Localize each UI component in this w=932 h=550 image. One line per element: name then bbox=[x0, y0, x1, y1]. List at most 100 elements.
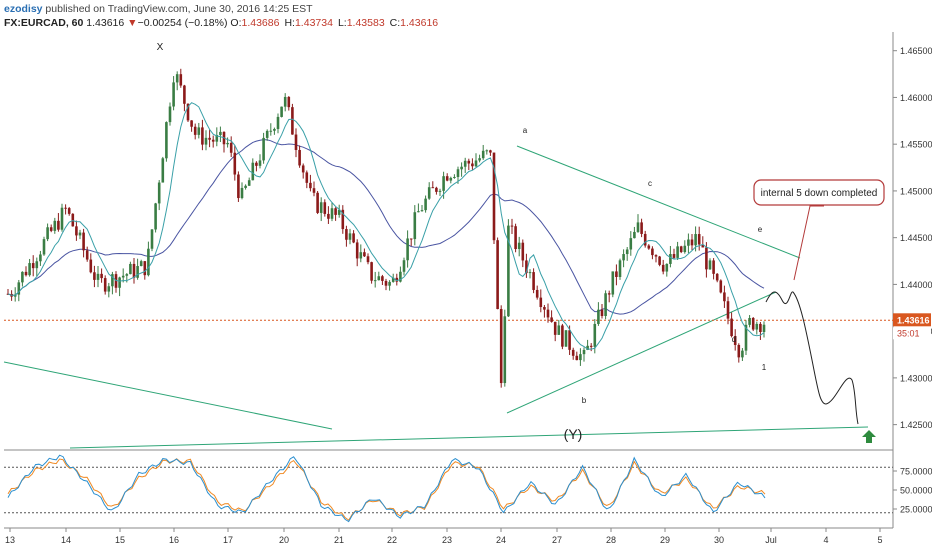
candle-body bbox=[208, 137, 211, 140]
candle bbox=[514, 223, 517, 253]
candle bbox=[499, 305, 503, 388]
candle bbox=[305, 170, 309, 189]
candle bbox=[647, 244, 651, 250]
candle bbox=[424, 195, 427, 213]
candle bbox=[654, 254, 658, 263]
time-tick-label: 4 bbox=[823, 535, 828, 545]
candle-body bbox=[676, 246, 679, 258]
candle bbox=[53, 217, 57, 234]
candle bbox=[24, 266, 28, 277]
candle bbox=[521, 239, 525, 268]
author-link[interactable]: ezodisy bbox=[4, 3, 43, 15]
wave-label: c bbox=[648, 179, 652, 188]
candle-body bbox=[190, 120, 193, 127]
candle-body bbox=[345, 229, 348, 240]
candle bbox=[384, 278, 388, 291]
candle bbox=[352, 230, 355, 244]
candle bbox=[575, 351, 579, 361]
time-tick-label: 24 bbox=[496, 535, 506, 545]
candle bbox=[676, 241, 679, 260]
candle bbox=[607, 290, 611, 303]
candle-body bbox=[237, 174, 240, 199]
candle-body bbox=[255, 162, 258, 166]
candle bbox=[211, 135, 215, 148]
candle bbox=[366, 253, 370, 265]
candle-body bbox=[521, 242, 525, 261]
candle bbox=[190, 120, 193, 132]
candle-body bbox=[283, 96, 287, 107]
candle bbox=[525, 253, 528, 278]
time-tick-label: 22 bbox=[387, 535, 397, 545]
candle-body bbox=[431, 187, 435, 189]
callout-pointer bbox=[793, 205, 824, 281]
stochastic-k-line bbox=[7, 454, 766, 523]
candle-body bbox=[651, 248, 654, 256]
candle bbox=[633, 226, 636, 239]
candle-body bbox=[730, 318, 733, 337]
candle-body bbox=[273, 128, 276, 131]
symbol-name[interactable]: FX:EURCAD, 60 bbox=[4, 17, 84, 29]
candle bbox=[85, 246, 89, 262]
price-tick-label: 1.44500 bbox=[900, 233, 932, 243]
candle-body bbox=[629, 238, 633, 250]
candle-body bbox=[625, 249, 629, 255]
stoch-tick-label: 50.0000 bbox=[900, 486, 932, 496]
wave-label: b bbox=[582, 396, 587, 405]
candle-body bbox=[636, 222, 640, 232]
candle-body bbox=[78, 232, 82, 236]
candle-body bbox=[427, 187, 431, 199]
candle bbox=[582, 347, 586, 362]
candle bbox=[532, 268, 535, 294]
candle bbox=[132, 257, 136, 284]
candle bbox=[507, 219, 510, 317]
candle bbox=[586, 339, 589, 351]
candle-body bbox=[82, 232, 85, 251]
candle-body bbox=[348, 233, 352, 240]
candle-body bbox=[327, 213, 330, 219]
candle bbox=[597, 302, 600, 326]
candle bbox=[741, 348, 744, 361]
candle bbox=[478, 154, 481, 163]
candle-body bbox=[316, 192, 319, 213]
candle bbox=[150, 229, 154, 252]
candle bbox=[629, 231, 633, 256]
candle bbox=[237, 171, 240, 202]
stoch-tick-label: 75.0000 bbox=[900, 467, 932, 477]
candle bbox=[229, 136, 233, 157]
candle-body bbox=[17, 282, 21, 295]
candle-body bbox=[726, 301, 730, 319]
candle-body bbox=[557, 325, 561, 335]
candle bbox=[535, 285, 539, 300]
triangle-lower-line bbox=[506, 291, 777, 414]
candle-body bbox=[723, 292, 726, 302]
candle bbox=[280, 106, 283, 118]
candle bbox=[719, 279, 723, 294]
candle bbox=[561, 323, 564, 350]
candle-body bbox=[301, 165, 305, 173]
candle-body bbox=[543, 307, 546, 310]
candle bbox=[395, 273, 399, 286]
candle bbox=[39, 250, 42, 266]
candle bbox=[359, 244, 363, 263]
candle bbox=[683, 240, 687, 254]
candle bbox=[539, 289, 543, 313]
candle-body bbox=[546, 309, 550, 318]
candle-body bbox=[579, 354, 582, 361]
candle-body bbox=[539, 297, 543, 308]
candle-body bbox=[42, 239, 46, 255]
candle-body bbox=[496, 240, 499, 310]
candle bbox=[708, 258, 712, 270]
candle bbox=[208, 129, 211, 148]
price-change: −0.00254 (−0.18%) bbox=[137, 17, 228, 29]
price-axis: 1.46500 1.46000 1.45500 1.45000 1.44500 1.440… bbox=[893, 46, 932, 430]
close-label: C: bbox=[389, 17, 401, 29]
candle-body bbox=[517, 242, 521, 250]
candle bbox=[49, 224, 53, 233]
candle-body bbox=[759, 323, 762, 333]
candle-body bbox=[233, 152, 237, 175]
candle bbox=[445, 173, 449, 182]
candle-body bbox=[366, 256, 370, 263]
candle bbox=[283, 93, 287, 112]
candle-body bbox=[748, 317, 751, 325]
